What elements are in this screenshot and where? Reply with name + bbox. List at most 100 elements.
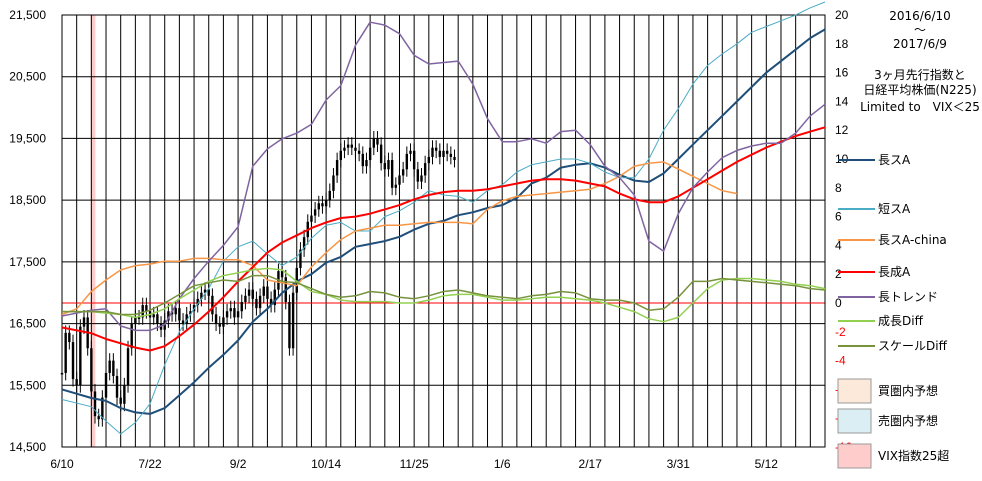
subtitle-line: Limited to VIX＜25 [860,100,980,114]
price-candle-body [401,169,405,176]
price-candle-body [174,308,177,315]
x-tick-label: 2/17 [579,457,603,471]
price-candle-body [420,175,423,182]
legend-label: 売圏内予想 [878,413,938,428]
x-tick-label: 10/14 [311,457,341,471]
price-candle-body [214,314,218,324]
price-candle-body [302,237,306,250]
x-tick-label: 3/31 [667,457,691,471]
left-tick-label: 19,500 [9,131,46,145]
price-candle-body [222,317,225,327]
candle-layer [60,131,456,427]
series-line-5 [61,21,826,332]
left-tick-label: 21,500 [9,8,46,22]
price-candle-body [280,271,284,278]
price-candle-body [339,150,342,161]
price-candle-body [93,391,97,417]
price-candle-body [412,150,416,170]
price-candle-body [291,292,295,349]
price-candle-body [225,311,229,318]
price-candle-body [101,397,104,420]
right-tick-label: 4 [835,238,842,252]
legend-label: 長スA-china [878,233,947,247]
price-candle-body [387,160,390,170]
price-candle-body [310,215,313,222]
legend-box [837,408,872,434]
price-candle-body [258,295,262,309]
price-candle-body [299,249,302,269]
price-candle-body [390,160,394,188]
subtitle-line: 3ヶ月先行指数と [874,67,966,82]
price-candle-body [262,286,265,296]
price-candle-body [434,147,438,151]
price-candle-body [134,317,137,324]
series-line-4 [61,126,826,352]
price-candle-body [269,298,273,306]
left-tick-label: 16,500 [9,317,46,331]
vix-band [90,15,96,447]
price-candle-body [321,203,324,207]
price-candle-body [244,295,247,302]
series-layer [61,1,826,435]
price-candle-body [119,397,122,404]
price-candle-body [317,203,320,210]
series-line-3 [61,161,738,316]
price-candle-body [141,305,144,318]
price-candle-body [126,348,130,386]
price-candle-body [178,308,181,321]
price-candle-body [123,385,126,404]
price-candle-body [137,317,141,319]
right-tick-label: 18 [835,37,849,51]
price-candle-body [115,376,119,398]
x-tick-label: 5/12 [755,457,779,471]
price-candle-body [112,360,115,377]
legend-label: 短スA [878,202,911,216]
price-candle-body [130,323,133,349]
legend-label: 長トレンド [878,290,938,304]
price-candle-body [196,298,199,306]
price-candle-body [405,153,409,170]
price-candle-body [82,317,86,327]
price-candle-body [328,190,331,201]
left-tick-label: 15,500 [9,378,46,392]
price-candle-body [431,147,434,157]
price-candle-body [189,311,192,315]
price-candle-body [361,153,364,167]
price-candle-body [181,320,185,324]
price-candle-body [218,323,221,327]
price-candle-body [75,379,78,386]
price-candle-body [372,138,376,148]
series-line-7 [62,274,826,316]
right-tick-label: 14 [835,94,849,108]
price-candle-body [71,342,75,380]
price-candle-body [203,289,207,293]
price-candle-body [449,153,453,157]
x-tick-label: 6/10 [50,457,74,471]
price-candle-body [185,314,188,324]
price-candle-body [90,348,93,392]
price-candle-body [332,175,335,191]
price-candle-body [233,308,236,318]
price-candle-body [438,150,442,157]
price-candle-body [79,326,82,386]
legend-label: 買圏内予想 [878,383,938,398]
right-tick-label: 8 [835,181,842,195]
series-line-6 [62,267,826,323]
subtitle-line: 日経平均株価(N225) [863,82,976,97]
price-candle-body [145,305,148,312]
legend-label: 長スA [878,153,911,167]
right-tick-label: 6 [835,210,842,224]
legend-label: 長成A [878,265,911,279]
legend-box [837,378,872,404]
right-tick-label: 16 [835,66,849,80]
right-tick-label: -2 [835,325,846,339]
title-line: ～ [914,23,926,37]
price-candle-body [379,144,383,164]
legend-label: VIX指数25超 [878,448,949,463]
price-candle-body [266,286,269,299]
left-tick-label: 18,500 [9,193,46,207]
right-tick-label: -4 [835,354,846,368]
price-candle-body [251,289,254,299]
series-line-2 [61,1,826,435]
